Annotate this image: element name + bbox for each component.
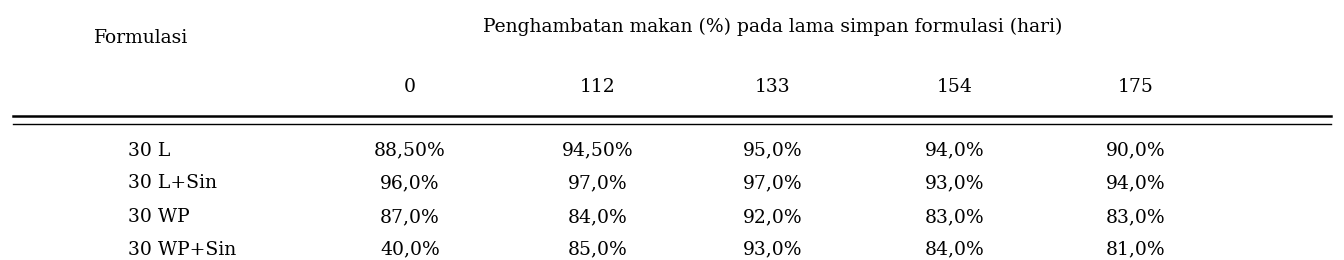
Text: 94,0%: 94,0% — [925, 142, 984, 160]
Text: 81,0%: 81,0% — [1106, 240, 1165, 259]
Text: 94,50%: 94,50% — [562, 142, 634, 160]
Text: 154: 154 — [937, 78, 972, 96]
Text: 92,0%: 92,0% — [743, 208, 802, 226]
Text: 93,0%: 93,0% — [743, 240, 802, 259]
Text: 175: 175 — [1118, 78, 1153, 96]
Text: 85,0%: 85,0% — [569, 240, 628, 259]
Text: 40,0%: 40,0% — [380, 240, 439, 259]
Text: 97,0%: 97,0% — [743, 174, 802, 192]
Text: 30 WP: 30 WP — [128, 208, 190, 226]
Text: 84,0%: 84,0% — [925, 240, 984, 259]
Text: 90,0%: 90,0% — [1106, 142, 1165, 160]
Text: 96,0%: 96,0% — [380, 174, 439, 192]
Text: 94,0%: 94,0% — [1106, 174, 1165, 192]
Text: 83,0%: 83,0% — [1106, 208, 1165, 226]
Text: 95,0%: 95,0% — [743, 142, 802, 160]
Text: 87,0%: 87,0% — [380, 208, 439, 226]
Text: 83,0%: 83,0% — [925, 208, 984, 226]
Text: 88,50%: 88,50% — [374, 142, 446, 160]
Text: 93,0%: 93,0% — [925, 174, 984, 192]
Text: 30 WP+Sin: 30 WP+Sin — [128, 240, 237, 259]
Text: 112: 112 — [581, 78, 616, 96]
Text: 0: 0 — [405, 78, 415, 96]
Text: 30 L: 30 L — [128, 142, 171, 160]
Text: 84,0%: 84,0% — [569, 208, 628, 226]
Text: 30 L+Sin: 30 L+Sin — [128, 174, 216, 192]
Text: 97,0%: 97,0% — [569, 174, 628, 192]
Text: Penghambatan makan (%) pada lama simpan formulasi (hari): Penghambatan makan (%) pada lama simpan … — [482, 18, 1063, 36]
Text: Formulasi: Formulasi — [94, 29, 188, 47]
Text: 133: 133 — [755, 78, 790, 96]
